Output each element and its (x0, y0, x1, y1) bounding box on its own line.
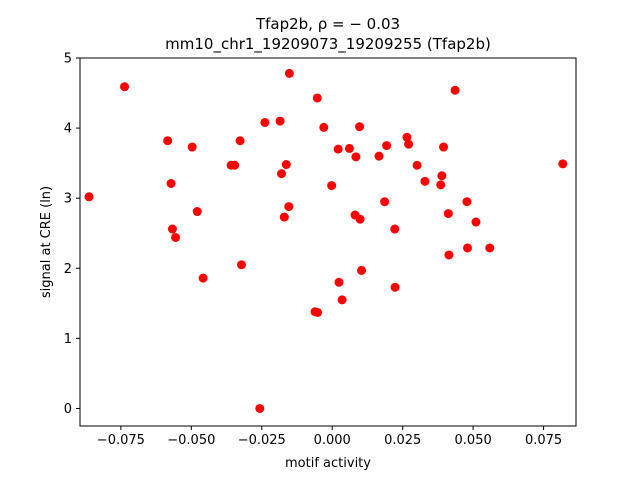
data-point (382, 141, 392, 151)
data-point (230, 160, 240, 170)
data-point (337, 295, 347, 305)
x-tick-label: 0.050 (455, 433, 492, 448)
data-point (281, 160, 291, 170)
x-tick-label: −0.075 (97, 433, 145, 448)
data-point (351, 152, 361, 162)
data-point (235, 136, 245, 146)
data-point (84, 192, 94, 202)
data-point (462, 197, 472, 207)
y-tick-label: 2 (64, 262, 72, 277)
data-point (355, 122, 365, 132)
data-point (437, 171, 447, 181)
data-point (439, 142, 449, 152)
y-tick-label: 0 (64, 402, 72, 417)
data-point (166, 178, 176, 188)
x-axis-label: motif activity (285, 456, 371, 471)
data-point (333, 144, 343, 154)
data-point (192, 207, 202, 217)
x-tick-label: −0.050 (167, 433, 215, 448)
chart-title-line1: Tfap2b, ρ = − 0.03 (255, 15, 400, 33)
data-point (255, 403, 265, 413)
chart-title-line2: mm10_chr1_19209073_19209255 (Tfap2b) (165, 35, 491, 54)
data-point (374, 151, 384, 161)
data-point (436, 180, 446, 190)
data-point (463, 243, 472, 253)
y-axis-ticks: 0 1 2 3 4 5 (64, 52, 80, 417)
data-point (171, 232, 181, 242)
data-point (344, 143, 354, 153)
data-point (198, 273, 208, 283)
data-point (275, 116, 285, 126)
y-axis-label: signal at CRE (ln) (39, 186, 54, 298)
y-tick-label: 4 (64, 122, 72, 137)
data-point (450, 85, 460, 95)
x-tick-label: 0.075 (525, 433, 562, 448)
data-point (319, 122, 329, 132)
data-point (471, 217, 481, 227)
data-point (558, 159, 568, 169)
data-point (312, 93, 322, 103)
data-point (120, 82, 130, 92)
data-point (355, 214, 365, 224)
y-tick-label: 3 (64, 192, 72, 207)
x-tick-label: 0.025 (384, 433, 421, 448)
data-point (313, 307, 323, 317)
data-point (187, 142, 197, 152)
data-point (404, 139, 414, 149)
data-point (420, 176, 430, 186)
data-point (334, 277, 344, 287)
data-point (443, 209, 453, 219)
x-axis-ticks: −0.075 −0.050 −0.025 0.000 0.025 0.050 0.075 (97, 426, 562, 448)
x-tick-label: −0.025 (238, 433, 286, 448)
data-point (284, 68, 294, 78)
data-point (236, 260, 246, 270)
data-point (327, 181, 337, 191)
plot-frame (79, 57, 577, 427)
data-point (277, 169, 286, 179)
data-points (84, 68, 568, 413)
x-tick-label: 0.000 (314, 433, 351, 448)
data-point (412, 160, 422, 170)
y-tick-label: 5 (64, 52, 72, 67)
data-point (279, 212, 289, 222)
data-point (444, 250, 454, 260)
data-point (402, 132, 412, 142)
data-point (485, 243, 495, 253)
y-tick-label: 1 (64, 332, 72, 347)
data-point (390, 282, 400, 292)
data-point (390, 224, 400, 234)
data-point (260, 117, 270, 127)
data-point (284, 202, 294, 212)
data-point (357, 265, 367, 275)
data-point (380, 197, 390, 207)
data-point (163, 136, 173, 146)
data-point (167, 224, 177, 234)
